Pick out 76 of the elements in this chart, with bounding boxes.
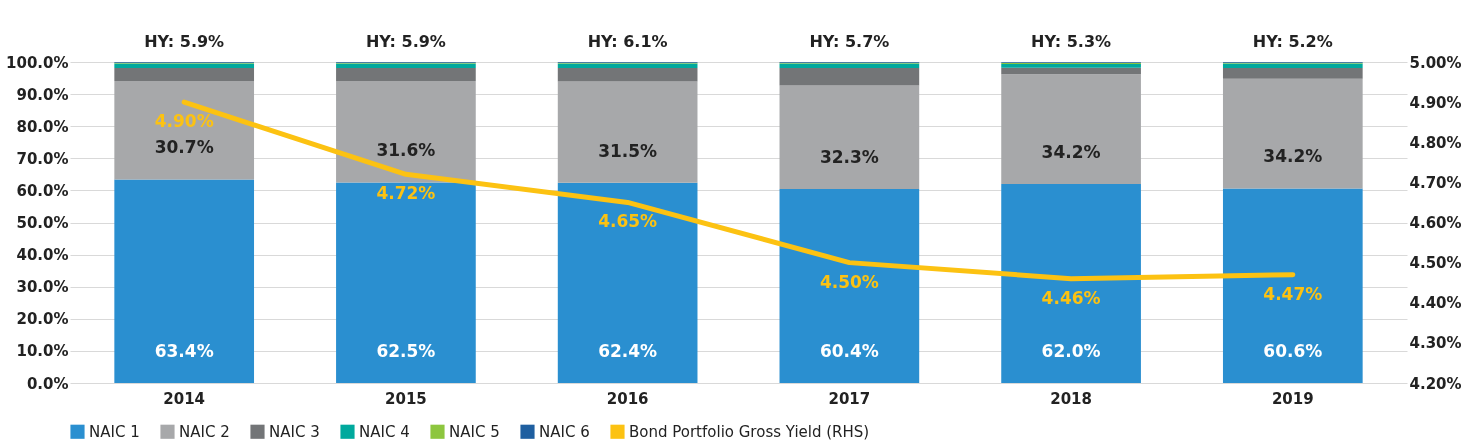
bar xyxy=(336,68,476,81)
y2-tick-label: 4.60% xyxy=(1409,214,1462,232)
y-tick-label: 0.0% xyxy=(26,374,69,393)
text: HY: 5.9% xyxy=(144,32,225,51)
y2-tick-label: 4.70% xyxy=(1409,173,1462,192)
text: HY: 5.2% xyxy=(1252,32,1333,51)
data-label: 60.6% xyxy=(1263,341,1323,361)
bar xyxy=(114,68,255,81)
bar xyxy=(114,80,255,180)
bar xyxy=(336,80,476,183)
bar xyxy=(1001,183,1141,383)
legend-label: NAIC 2 xyxy=(179,422,230,441)
y2-tick-label: 4.30% xyxy=(1409,334,1462,353)
data-label: 4.90% xyxy=(154,111,214,132)
y-tick-label: 90.0% xyxy=(16,85,69,104)
bar xyxy=(1222,68,1363,79)
data-label: 62.0% xyxy=(1041,341,1101,361)
bar xyxy=(1001,74,1141,184)
data-label: 30.7% xyxy=(154,137,214,158)
data-label: 4.65% xyxy=(598,211,658,232)
data-label: 34.2% xyxy=(1041,141,1101,162)
data-label: 4.46% xyxy=(1041,287,1101,308)
y-tick-label: 10.0% xyxy=(16,342,69,361)
y2-tick-label: 4.20% xyxy=(1409,374,1462,393)
data-label: 4.72% xyxy=(376,183,436,204)
legend-label: NAIC 3 xyxy=(269,422,320,441)
legend-label: NAIC 1 xyxy=(89,422,140,441)
y-tick-label: 70.0% xyxy=(16,149,69,168)
y2-tick-label: 5.00% xyxy=(1409,53,1462,72)
y2-tick-label: 4.50% xyxy=(1409,254,1462,273)
data-label: 31.6% xyxy=(376,140,436,161)
x-tick-label: 2017 xyxy=(828,389,871,408)
bar xyxy=(557,182,698,383)
text: HY: 5.7% xyxy=(809,32,890,51)
y-tick-label: 20.0% xyxy=(16,310,69,329)
y2-tick-label: 4.80% xyxy=(1409,133,1462,152)
data-label: 4.47% xyxy=(1263,283,1323,304)
bar xyxy=(1001,67,1141,75)
data-label: 32.3% xyxy=(819,147,879,168)
y2-tick-label: 4.40% xyxy=(1409,294,1462,313)
y-tick-label: 80.0% xyxy=(16,117,69,136)
data-label: 63.4% xyxy=(154,341,214,361)
data-label: 34.2% xyxy=(1263,146,1323,167)
data-label: 62.4% xyxy=(598,341,658,361)
legend-label: Bond Portfolio Gross Yield (RHS) xyxy=(629,422,870,441)
text: HY: 5.3% xyxy=(1031,32,1112,51)
y-tick-label: 50.0% xyxy=(16,214,69,232)
bar xyxy=(336,182,476,383)
bar xyxy=(1001,63,1141,68)
y-tick-label: 40.0% xyxy=(16,246,69,265)
text: HY: 6.1% xyxy=(587,32,668,51)
bar xyxy=(557,68,698,82)
y2-tick-label: 4.90% xyxy=(1409,93,1462,112)
legend-label: NAIC 5 xyxy=(449,422,500,441)
bar xyxy=(114,179,255,383)
bar xyxy=(779,68,920,86)
legend-label: NAIC 4 xyxy=(359,422,410,441)
bar xyxy=(557,81,698,183)
text: HY: 5.9% xyxy=(365,32,446,51)
y-tick-label: 60.0% xyxy=(16,181,69,200)
bar xyxy=(1222,188,1363,383)
bar xyxy=(779,189,920,383)
x-tick-label: 2014 xyxy=(163,389,206,408)
data-label: 4.50% xyxy=(819,271,879,292)
data-label: 60.4% xyxy=(819,341,879,361)
data-label: 62.5% xyxy=(376,341,436,361)
x-tick-label: 2019 xyxy=(1271,389,1314,408)
x-tick-label: 2015 xyxy=(385,389,427,408)
x-tick-label: 2016 xyxy=(606,389,649,408)
y-tick-label: 30.0% xyxy=(16,278,69,297)
bar xyxy=(779,85,920,190)
x-tick-label: 2018 xyxy=(1050,389,1092,408)
legend-label: NAIC 6 xyxy=(539,422,590,441)
bar xyxy=(1222,78,1363,189)
data-label: 31.5% xyxy=(598,140,658,161)
y-tick-label: 100.0% xyxy=(6,53,69,72)
